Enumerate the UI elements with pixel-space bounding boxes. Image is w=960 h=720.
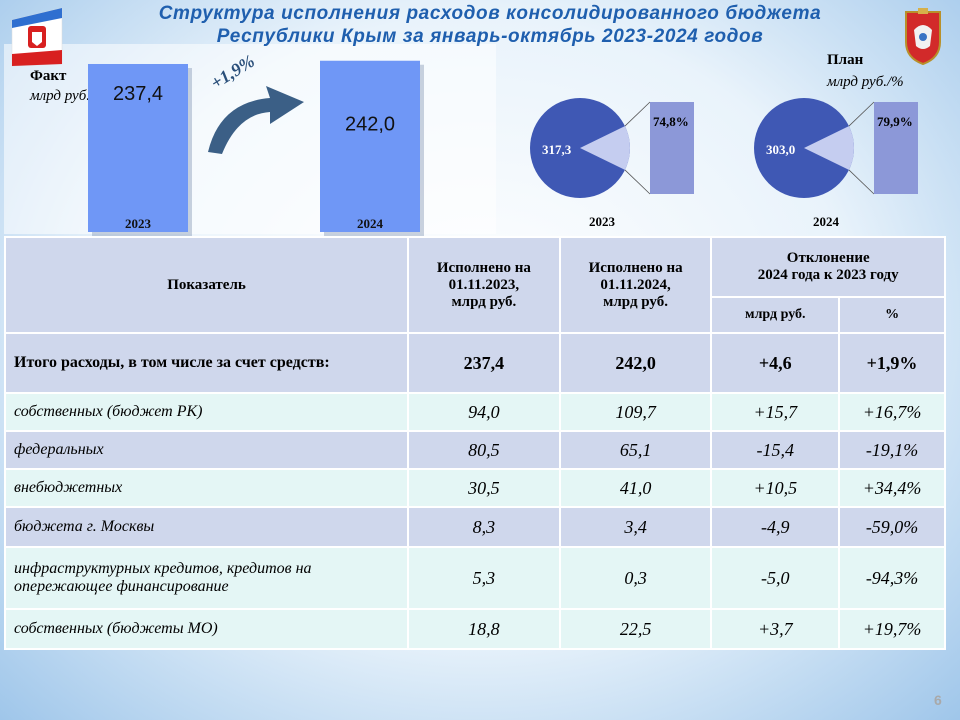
header-2024: Исполнено на 01.11.2024, млрд руб. <box>558 236 713 334</box>
header-2024-line2: 01.11.2024, <box>600 276 671 293</box>
row-2023: 5,3 <box>407 546 561 610</box>
title-line-1: Структура исполнения расходов консолидир… <box>158 3 822 24</box>
row-name: бюджета г. Москвы <box>3 506 410 548</box>
header-2024-line3: млрд руб. <box>603 293 668 310</box>
table-row: инфраструктурных кредитов, кредитов на о… <box>3 546 946 610</box>
plan-unit: млрд руб./% <box>827 74 904 90</box>
page-title: Структура исполнения расходов консолидир… <box>130 2 850 48</box>
pie-plan-2023 <box>530 98 630 198</box>
row-dev: +15,7 <box>710 392 841 432</box>
header-indicator: Показатель <box>3 236 410 334</box>
row-2024: 0,3 <box>558 546 713 610</box>
header-2024-line1: Исполнено на <box>588 259 683 276</box>
row-dev: +4,6 <box>710 332 841 394</box>
pie-exploded-bar-2023 <box>650 102 694 194</box>
row-2024: 3,4 <box>558 506 713 548</box>
row-2024: 65,1 <box>558 430 713 470</box>
pie-slice-2024 <box>804 126 854 170</box>
fact-label: Факт <box>30 68 67 84</box>
pie-plan-2024 <box>754 98 854 198</box>
growth-arrow-icon <box>208 86 304 154</box>
row-name: Итого расходы, в том числе за счет средс… <box>3 332 410 394</box>
header-deviation: Отклонение 2024 года к 2023 году <box>710 236 946 298</box>
pie-connector <box>848 169 875 195</box>
row-2023: 8,3 <box>407 506 561 548</box>
row-2023: 18,8 <box>407 608 561 650</box>
crimea-emblem-logo <box>905 8 941 66</box>
header-dev-pct: % <box>838 296 946 334</box>
row-name: собственных (бюджет РК) <box>3 392 410 432</box>
header-deviation-line1: Отклонение <box>786 250 870 266</box>
pie-year-label: 2023 <box>589 214 616 229</box>
row-2024: 242,0 <box>558 332 713 394</box>
row-pct: +16,7% <box>838 392 946 432</box>
crimea-flag-logo <box>11 7 63 67</box>
row-2024: 41,0 <box>558 468 713 508</box>
row-pct: -94,3% <box>838 546 946 610</box>
row-2023: 80,5 <box>407 430 561 470</box>
header-dev-abs: млрд руб. <box>710 296 841 334</box>
pie-exploded-bar-2024 <box>874 102 918 194</box>
pie-executed-label: 79,9% <box>877 114 913 129</box>
fact-unit: млрд руб./% <box>30 88 107 104</box>
header-deviation-line2: 2024 года к 2023 году <box>757 267 899 283</box>
row-2024: 109,7 <box>558 392 713 432</box>
header-2023-line3: млрд руб. <box>451 293 517 310</box>
plan-label: План <box>827 52 864 68</box>
row-dev: -5,0 <box>710 546 841 610</box>
pie-slice-2023 <box>580 126 630 170</box>
row-dev: -15,4 <box>710 430 841 470</box>
table-row-total: Итого расходы, в том числе за счет средс… <box>3 332 946 394</box>
row-pct: +1,9% <box>838 332 946 394</box>
row-name: внебюджетных <box>3 468 410 508</box>
header-2023-line2: 01.11.2023, <box>448 276 520 293</box>
table-row: внебюджетных 30,5 41,0 +10,5 +34,4% <box>3 468 946 508</box>
table-row: собственных (бюджет РК) 94,0 109,7 +15,7… <box>3 392 946 432</box>
header-2023-line1: Исполнено на <box>436 259 531 276</box>
pie-year-label: 2024 <box>813 214 840 229</box>
row-2023: 237,4 <box>407 332 561 394</box>
row-dev: +3,7 <box>710 608 841 650</box>
title-line-2: Республики Крым за январь-октябрь 2023-2… <box>216 26 764 47</box>
row-name: федеральных <box>3 430 410 470</box>
pie-connector <box>624 169 651 195</box>
budget-table: Показатель Исполнено на 01.11.2023, млрд… <box>3 236 946 650</box>
pie-plan-label: 317,3 <box>542 142 572 157</box>
row-pct: -19,1% <box>838 430 946 470</box>
row-2023: 94,0 <box>407 392 561 432</box>
table-row: федеральных 80,5 65,1 -15,4 -19,1% <box>3 430 946 470</box>
table-row: бюджета г. Москвы 8,3 3,4 -4,9 -59,0% <box>3 506 946 548</box>
pie-plan-label: 303,0 <box>766 142 795 157</box>
header-2023: Исполнено на 01.11.2023, млрд руб. <box>407 236 561 334</box>
row-name: собственных (бюджеты МО) <box>3 608 410 650</box>
row-name: инфраструктурных кредитов, кредитов на о… <box>3 546 410 610</box>
row-dev: -4,9 <box>710 506 841 548</box>
row-2023: 30,5 <box>407 468 561 508</box>
table-row: собственных (бюджеты МО) 18,8 22,5 +3,7 … <box>3 608 946 650</box>
row-dev: +10,5 <box>710 468 841 508</box>
pie-connector <box>848 101 875 127</box>
pie-connector <box>624 101 651 127</box>
pie-executed-label: 74,8% <box>653 114 689 129</box>
row-2024: 22,5 <box>558 608 713 650</box>
row-pct: +34,4% <box>838 468 946 508</box>
row-pct: +19,7% <box>838 608 946 650</box>
row-pct: -59,0% <box>838 506 946 548</box>
page-number: 6 <box>934 692 942 708</box>
